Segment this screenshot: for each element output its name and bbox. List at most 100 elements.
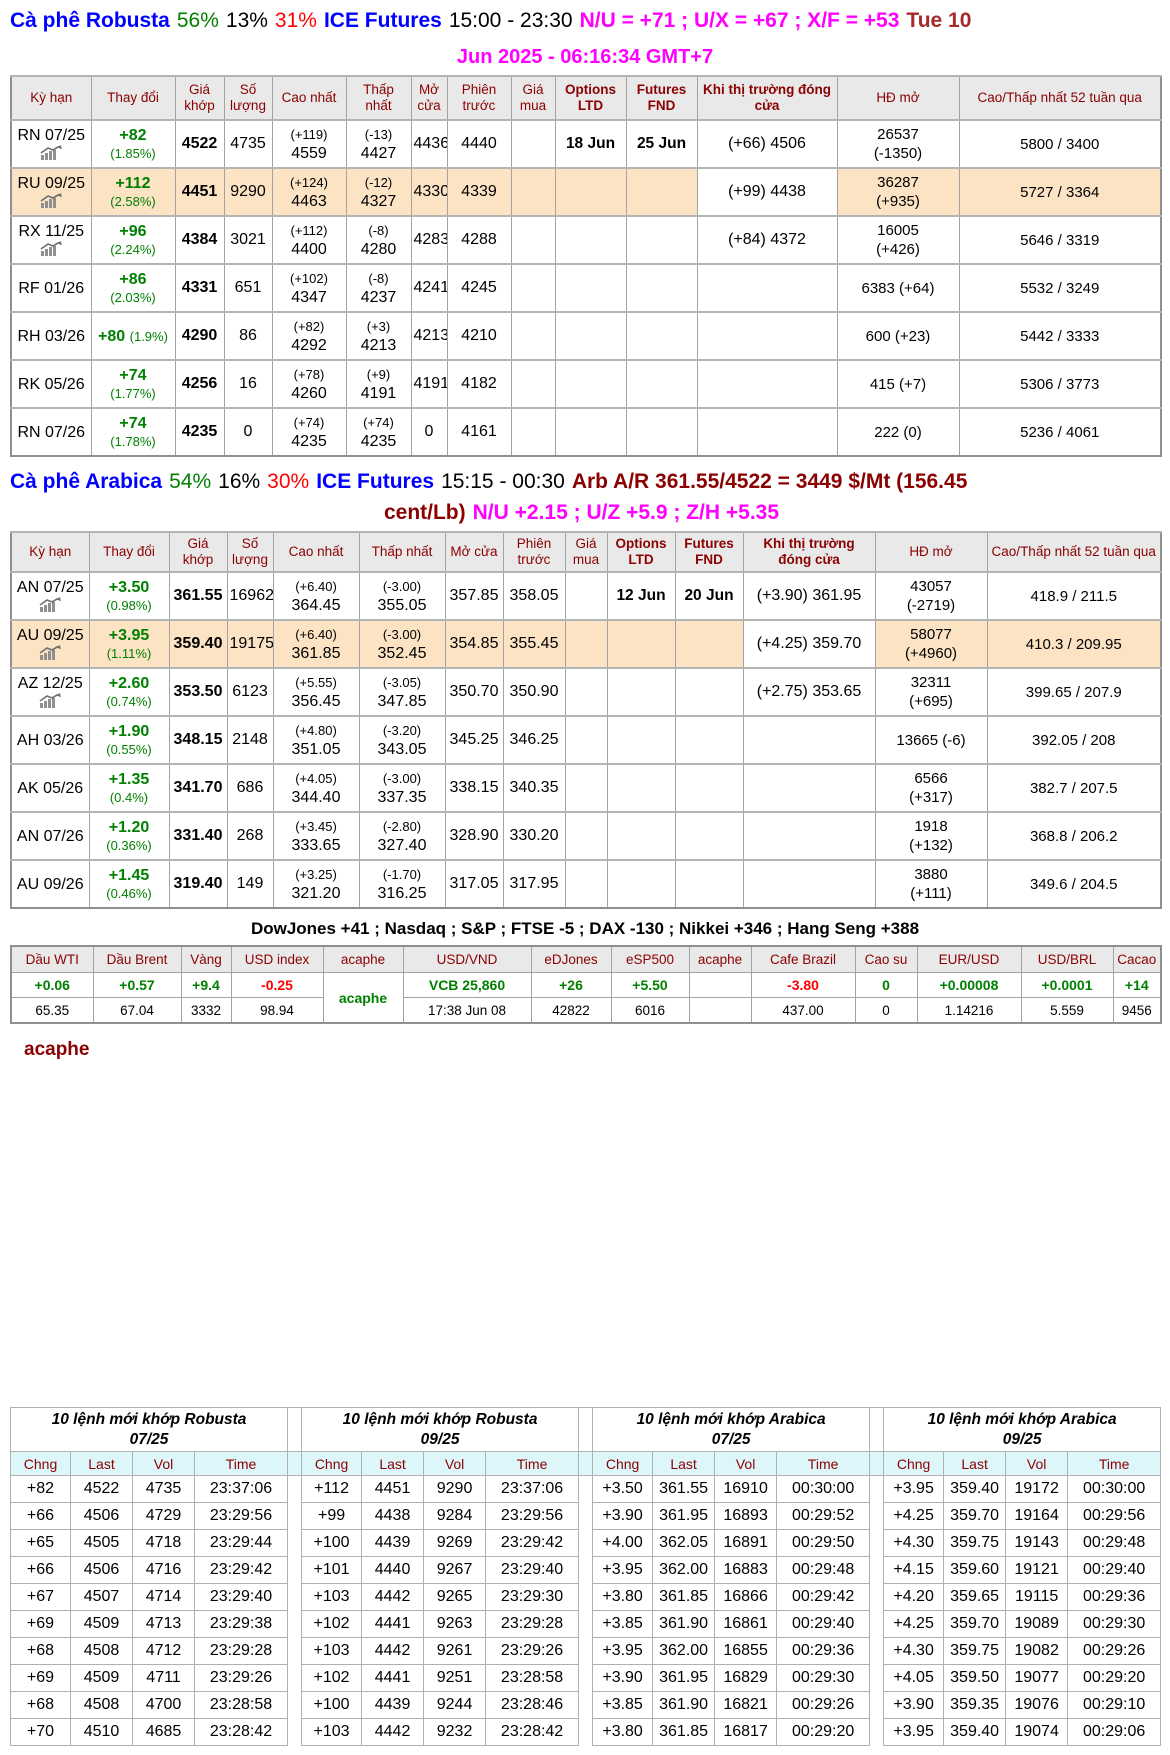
order-chng-cell: +3.85 <box>592 1610 654 1638</box>
datetime-line: Jun 2025 - 06:16:34 GMT+7 <box>456 46 714 68</box>
order-chng-cell: +3.90 <box>592 1664 654 1692</box>
order-vol-cell: 19143 <box>1005 1529 1069 1557</box>
prev-session-cell: 358.05 <box>502 571 566 621</box>
price-chart-icon[interactable] <box>14 193 89 210</box>
change-note: (-3.00) <box>382 626 422 642</box>
order-last-cell: 4442 <box>361 1637 425 1665</box>
high-cell: (+5.55) 356.45 <box>272 667 360 717</box>
order-last-cell: 361.90 <box>652 1610 716 1638</box>
prev-session-cell: 355.45 <box>502 619 566 669</box>
open-interest-cell: 222 (0) <box>836 407 960 457</box>
order-time-cell: 00:29:48 <box>1067 1529 1162 1557</box>
order-last-cell: 4509 <box>70 1664 133 1692</box>
order-column-header: Last <box>652 1451 716 1476</box>
market-close-cell: (+84) 4372 <box>696 215 838 265</box>
column-header: Thay đổi <box>90 75 176 121</box>
market-close-cell: (+3.90) 361.95 <box>742 571 876 621</box>
contract-cell: AK 05/26 <box>10 763 90 813</box>
order-last-cell: 359.75 <box>943 1637 1007 1665</box>
change-value: +1.35 <box>108 770 150 788</box>
column-header: Mở cửa <box>444 531 504 573</box>
futures-fnd-cell <box>625 311 698 361</box>
order-last-cell: 4507 <box>70 1583 133 1611</box>
order-last-cell: 361.90 <box>652 1691 716 1719</box>
spacer <box>287 1583 302 1611</box>
options-ltd-cell <box>554 311 627 361</box>
order-time-cell: 00:29:06 <box>1067 1718 1162 1746</box>
spacer <box>287 1691 302 1719</box>
order-time-cell: 00:29:10 <box>1067 1691 1162 1719</box>
column-header: Giá mua <box>510 75 556 121</box>
contract-symbol: RU 09/25 <box>17 175 86 192</box>
order-vol-cell: 9261 <box>423 1637 487 1665</box>
order-chng-cell: +3.95 <box>592 1556 654 1584</box>
options-ltd-cell <box>606 763 676 813</box>
column-header: Kỳ hạn <box>10 75 92 121</box>
change-cell: +3.50 (0.98%) <box>88 571 170 621</box>
futures-fnd-cell <box>674 859 744 909</box>
futures-row: RK 05/26 +74 (1.77%) 4256 16 (+78) 4260 (+9) 419… <box>10 359 1162 409</box>
change-value: +1.20 <box>108 818 150 836</box>
value: 4559 <box>291 144 327 162</box>
order-last-cell: 359.65 <box>943 1583 1007 1611</box>
high-cell: (+102) 4347 <box>271 263 347 313</box>
change-percent: (1.9%) <box>129 328 168 344</box>
arabica-trading-hours: 15:15 - 00:30 <box>441 470 565 493</box>
order-time-cell: 23:28:42 <box>485 1718 580 1746</box>
order-chng-cell: +70 <box>10 1718 71 1746</box>
order-last-cell: 359.60 <box>943 1556 1007 1584</box>
prev-session-cell: 4245 <box>446 263 512 313</box>
order-column-header: Time <box>193 1451 289 1476</box>
order-time-cell: 00:29:26 <box>776 1691 871 1719</box>
bid-cell <box>564 619 608 669</box>
price-chart-icon[interactable] <box>14 145 89 162</box>
robusta-pct-red: 31% <box>274 9 317 32</box>
market-close-cell <box>742 763 876 813</box>
column-header: Cao/Thấp nhất 52 tuần qua <box>986 531 1162 573</box>
order-last-cell: 4439 <box>361 1691 425 1719</box>
futures-row: RF 01/26 +86 (2.03%) 4331 651 (+102) 4347 (-8) … <box>10 263 1162 313</box>
week52-range-cell: 368.8 / 206.2 <box>986 811 1162 861</box>
last-price-cell: 4256 <box>174 359 225 409</box>
order-time-cell: 00:29:26 <box>1067 1637 1162 1665</box>
change-percent: (0.4%) <box>109 789 149 805</box>
robusta-pct-green: 56% <box>176 9 219 32</box>
prev-session-cell: 340.35 <box>502 763 566 813</box>
order-chng-cell: +101 <box>301 1556 363 1584</box>
order-row: +67 4507 4714 23:29:40 +103 4442 9265 23:29:30 +… <box>10 1583 1162 1611</box>
high-cell: (+82) 4292 <box>271 311 347 361</box>
price-chart-icon[interactable] <box>14 241 89 258</box>
change-cell: +1.35 (0.4%) <box>88 763 170 813</box>
last-orders-tables: 10 lệnh mới khớp Robusta 07/25 10 lệnh mới… <box>9 1407 1162 1746</box>
order-last-cell: 359.70 <box>943 1610 1007 1638</box>
market-change-cell: -3.80 <box>750 972 856 998</box>
low-cell: (-3.00) 352.45 <box>358 619 446 669</box>
spacer <box>578 1610 593 1638</box>
prev-session-cell: 330.20 <box>502 811 566 861</box>
last-price-cell: 4235 <box>174 407 225 457</box>
order-time-cell: 23:28:46 <box>485 1691 580 1719</box>
order-chng-cell: +68 <box>10 1637 71 1665</box>
order-vol-cell: 9244 <box>423 1691 487 1719</box>
prev-session-cell: 4440 <box>446 119 512 169</box>
week52-range-cell: 418.9 / 211.5 <box>986 571 1162 621</box>
change-value: +96 <box>119 222 147 240</box>
column-header: Thay đổi <box>88 531 170 573</box>
price-chart-icon[interactable] <box>14 597 87 614</box>
order-chng-cell: +99 <box>301 1502 363 1530</box>
order-time-cell: 00:29:30 <box>776 1664 871 1692</box>
open-cell: 317.05 <box>444 859 504 909</box>
market-value-cell: 65.35 <box>10 997 94 1024</box>
order-table-title: 10 lệnh mới khớp Robusta 09/25 <box>301 1407 580 1452</box>
last-price-cell: 4451 <box>174 167 225 217</box>
value: 356.45 <box>291 692 341 710</box>
order-last-cell: 4442 <box>361 1718 425 1746</box>
market-change-cell: 0 <box>854 972 918 998</box>
change-cell: +112 (2.58%) <box>90 167 176 217</box>
order-vol-cell: 4716 <box>132 1556 195 1584</box>
price-chart-icon[interactable] <box>14 693 87 710</box>
market-column-header: eSP500 <box>610 945 690 973</box>
order-time-cell: 00:29:42 <box>776 1583 871 1611</box>
change-note: (+78) <box>293 366 325 382</box>
price-chart-icon[interactable] <box>14 645 87 662</box>
